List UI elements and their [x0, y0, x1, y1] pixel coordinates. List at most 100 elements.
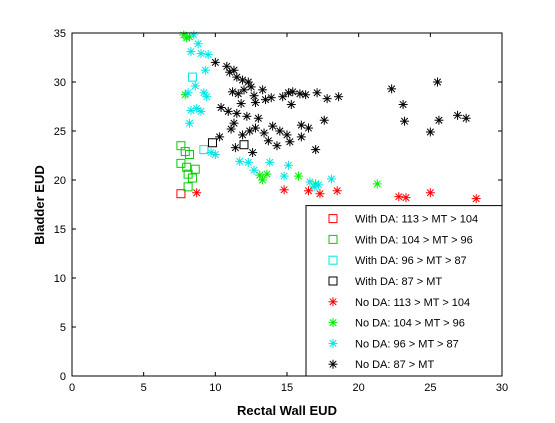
star-data-point: [233, 89, 243, 99]
star-data-point: [301, 90, 311, 100]
star-data-point: [400, 116, 410, 126]
y-tick-label: 25: [54, 126, 66, 138]
series-group: [183, 30, 336, 192]
legend: With DA: 113 > MT > 104 With DA: 104 > MT…: [305, 205, 503, 377]
star-data-point: [249, 91, 259, 101]
star-data-point: [258, 175, 268, 185]
star-data-point: [259, 128, 269, 138]
star-data-point: [235, 156, 245, 166]
star-data-point: [236, 99, 246, 109]
star-data-point: [262, 169, 272, 179]
star-data-point: [230, 143, 240, 153]
star-data-point: [315, 189, 325, 199]
star-data-point: [232, 72, 242, 82]
x-tick-label: 25: [424, 382, 436, 394]
legend-marker: [328, 255, 338, 265]
legend-marker: [328, 359, 338, 369]
x-tick-label: 20: [353, 382, 365, 394]
x-tick-label: 15: [281, 382, 293, 394]
star-data-point: [282, 130, 292, 140]
star-data-point: [285, 137, 295, 147]
square-data-point: [190, 164, 200, 174]
legend-label: No DA: 104 > MT > 96: [355, 318, 465, 330]
square-data-point: [187, 173, 197, 183]
star-data-point: [319, 115, 329, 125]
x-tick-label: 10: [209, 382, 221, 394]
y-tick-label: 20: [54, 175, 66, 187]
star-data-point: [189, 30, 199, 40]
star-data-point: [203, 50, 213, 60]
star-data-point: [434, 115, 444, 125]
legend-label: With DA: 87 > MT: [355, 276, 442, 288]
star-data-point: [202, 92, 212, 102]
star-data-point: [210, 150, 220, 160]
star-data-point: [394, 192, 404, 202]
square-data-point: [182, 162, 192, 172]
legend-label: No DA: 113 > MT > 104: [355, 297, 470, 309]
star-data-point: [312, 88, 322, 98]
star-data-point: [243, 77, 253, 87]
square-data-point: [239, 140, 249, 150]
square-data-point: [207, 138, 217, 148]
legend-marker: [328, 276, 338, 286]
legend-marker: [328, 338, 338, 348]
series-group: [179, 30, 382, 189]
legend-label: No DA: 96 > MT > 87: [355, 338, 459, 350]
star-data-point: [248, 148, 258, 158]
star-data-point: [229, 118, 239, 128]
star-data-point: [196, 49, 206, 59]
star-data-point: [304, 123, 313, 133]
series-group: [176, 189, 186, 199]
x-tick-label: 30: [496, 382, 508, 394]
star-data-point: [309, 182, 319, 192]
star-data-point: [223, 106, 233, 116]
y-tick-label: 0: [60, 371, 66, 383]
y-tick-label: 15: [54, 224, 66, 236]
star-data-point: [255, 170, 265, 180]
star-data-point: [250, 123, 260, 133]
y-tick-label: 10: [54, 273, 66, 285]
star-data-point: [398, 100, 408, 110]
star-data-point: [258, 85, 268, 95]
star-data-point: [296, 120, 306, 130]
star-data-point: [272, 141, 282, 151]
star-data-point: [238, 130, 248, 140]
legend-label: With DA: 113 > MT > 104: [355, 214, 478, 226]
star-data-point: [288, 87, 298, 97]
star-data-point: [334, 92, 344, 102]
star-data-point: [186, 105, 196, 115]
star-data-point: [183, 88, 193, 98]
series-group: [176, 141, 200, 192]
star-data-point: [192, 188, 202, 198]
star-data-point: [268, 121, 278, 131]
y-tick-label: 30: [54, 77, 66, 89]
star-data-point: [304, 186, 313, 196]
star-data-point: [239, 85, 249, 95]
star-data-point: [196, 106, 206, 116]
star-data-point: [425, 127, 435, 137]
star-data-point: [253, 113, 263, 123]
star-data-point: [246, 82, 256, 92]
x-axis-label: Rectal Wall EUD: [237, 403, 337, 418]
series-group: [192, 185, 481, 204]
star-data-point: [193, 39, 203, 49]
star-data-point: [185, 118, 195, 128]
star-data-point: [200, 65, 210, 75]
star-data-point: [186, 47, 196, 57]
star-data-point: [433, 77, 442, 87]
star-data-point: [283, 160, 293, 170]
star-data-point: [453, 110, 463, 120]
y-axis-label: Bladder EUD: [32, 165, 47, 244]
star-data-point: [296, 132, 306, 142]
legend-label: No DA: 87 > MT: [355, 359, 434, 371]
legend-marker: [328, 318, 338, 328]
star-data-point: [471, 194, 481, 204]
square-data-point: [176, 189, 186, 199]
star-data-point: [332, 186, 342, 196]
star-data-point: [305, 177, 315, 187]
data-marks: [176, 30, 481, 204]
star-data-point: [232, 108, 242, 118]
legend-marker: [328, 297, 338, 307]
star-data-point: [190, 81, 200, 91]
